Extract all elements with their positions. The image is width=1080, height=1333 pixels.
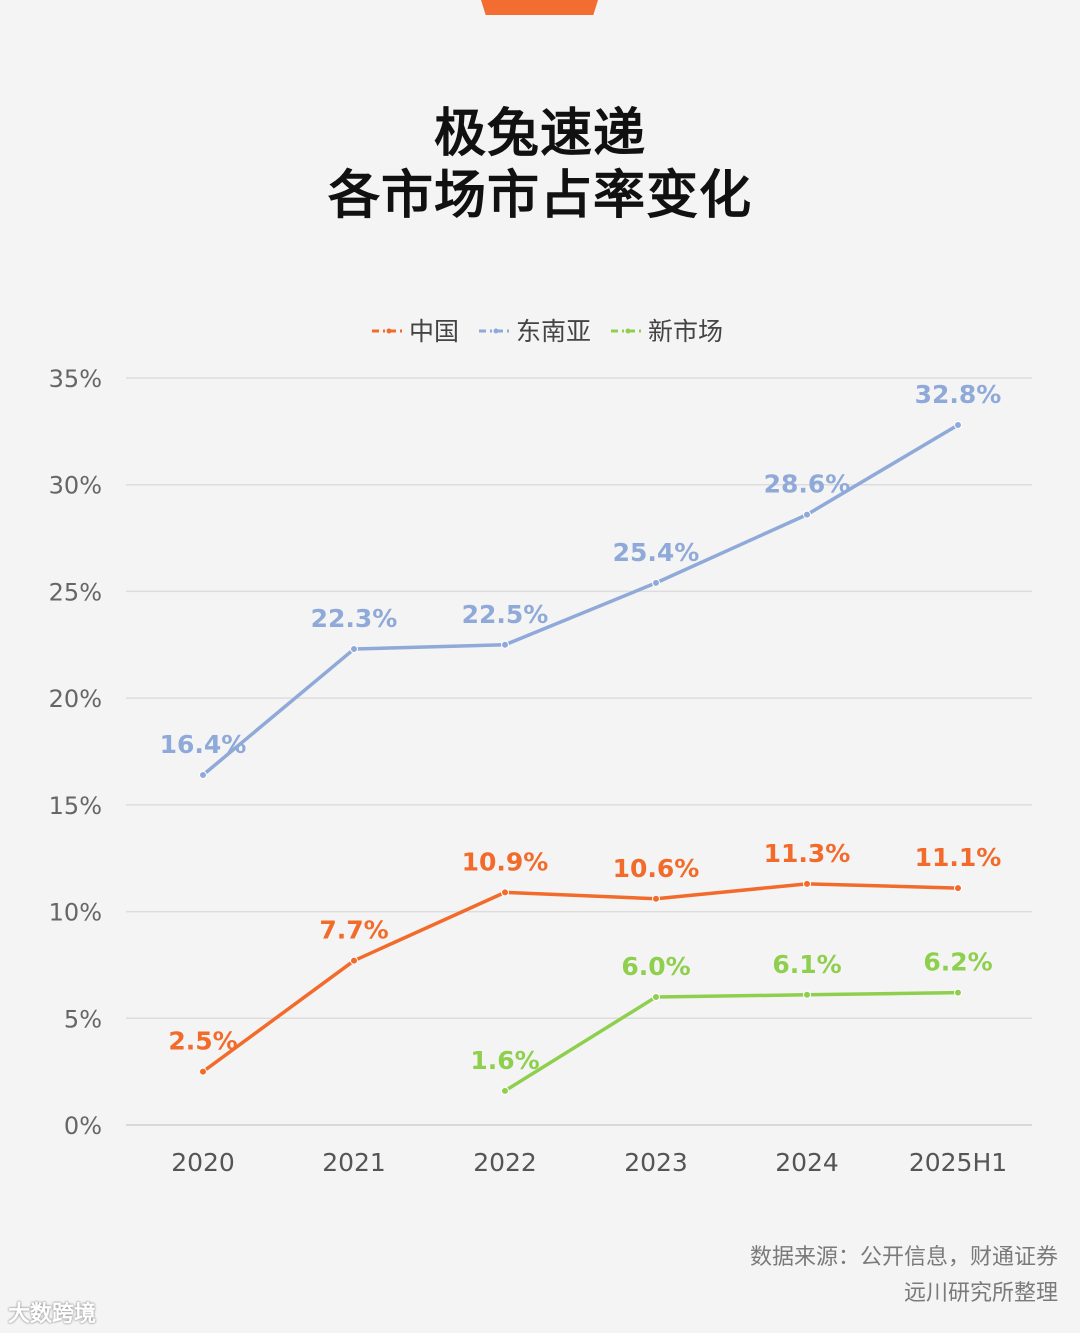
watermark-logo: 大数跨境: [8, 1296, 96, 1328]
y-tick-label: 30%: [49, 472, 102, 500]
data-label: 28.6%: [764, 470, 851, 499]
data-label: 11.3%: [764, 839, 851, 868]
data-label: 10.6%: [613, 854, 700, 883]
legend-label: 新市场: [648, 317, 723, 346]
x-tick-label: 2020: [171, 1148, 235, 1177]
x-tick-label: 2024: [775, 1148, 839, 1177]
data-point: [350, 645, 358, 654]
legend-marker: [386, 328, 392, 334]
top-accent-tab: [481, 0, 598, 15]
y-tick-label: 5%: [64, 1005, 102, 1033]
data-point: [954, 988, 962, 997]
data-label: 11.1%: [915, 843, 1002, 872]
y-tick-label: 35%: [49, 365, 102, 393]
legend-marker: [625, 328, 631, 334]
x-tick-label: 2021: [322, 1148, 386, 1177]
y-tick-label: 10%: [49, 899, 102, 927]
chart-title-line2: 各市场市占率变化: [327, 166, 752, 226]
data-point: [954, 884, 962, 893]
data-label: 22.3%: [311, 604, 398, 633]
watermark-text: 大数跨境: [8, 1302, 97, 1327]
data-point: [803, 990, 811, 999]
x-tick-label: 2025H1: [909, 1148, 1007, 1177]
data-label: 32.8%: [915, 380, 1002, 409]
legend-marker: [493, 328, 499, 334]
data-point: [803, 510, 811, 519]
data-point: [350, 956, 358, 965]
y-tick-label: 0%: [64, 1112, 102, 1140]
data-label: 1.6%: [470, 1046, 539, 1075]
line-chart: 0% 5% 10% 15% 20% 25% 30% 35% 2020 2021 2022 2023 20…: [49, 317, 1032, 1177]
data-label: 16.4%: [160, 730, 247, 759]
data-label: 6.0%: [621, 952, 690, 981]
data-label: 25.4%: [613, 538, 700, 567]
y-tick-label: 25%: [49, 578, 102, 606]
data-source-line2: 远川研究所整理: [903, 1281, 1058, 1306]
data-point: [501, 888, 509, 897]
data-label: 6.2%: [923, 948, 992, 977]
y-tick-label: 20%: [49, 685, 102, 713]
data-point: [803, 879, 811, 888]
data-point: [652, 894, 660, 903]
data-point: [501, 1086, 509, 1095]
chart-title-line1: 极兔速递: [433, 104, 646, 164]
data-label: 6.1%: [772, 950, 841, 979]
data-label: 2.5%: [168, 1027, 237, 1056]
legend-label: 东南亚: [516, 317, 591, 346]
series-line: [504, 990, 959, 1093]
data-label: 7.7%: [319, 916, 388, 945]
data-point: [954, 420, 962, 429]
x-tick-label: 2022: [473, 1148, 537, 1177]
data-point: [652, 578, 660, 587]
y-tick-label: 15%: [49, 792, 102, 820]
legend-label: 中国: [409, 317, 459, 346]
data-point: [199, 770, 207, 779]
chart-title: 极兔速递 各市场市占率变化: [0, 103, 1080, 227]
data-source: 数据来源：公开信息，财通证券 远川研究所整理: [750, 1240, 1058, 1312]
data-label: 10.9%: [462, 847, 549, 876]
x-tick-label: 2023: [624, 1148, 688, 1177]
data-source-line1: 数据来源：公开信息，财通证券: [749, 1245, 1058, 1270]
data-point: [501, 640, 509, 649]
data-point: [199, 1067, 207, 1076]
series-line: [201, 423, 959, 777]
series-line: [201, 882, 959, 1074]
data-label: 22.5%: [462, 600, 549, 629]
data-point: [652, 992, 660, 1001]
